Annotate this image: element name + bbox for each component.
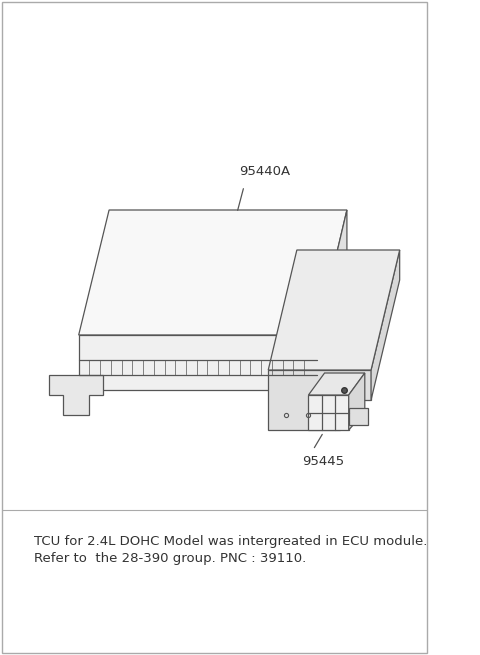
Text: Refer to  the 28-390 group. PNC : 39110.: Refer to the 28-390 group. PNC : 39110. bbox=[34, 552, 306, 565]
Text: TCU for 2.4L DOHC Model was intergreated in ECU module.: TCU for 2.4L DOHC Model was intergreated… bbox=[34, 535, 427, 548]
Text: 95445: 95445 bbox=[302, 455, 344, 468]
Polygon shape bbox=[309, 373, 365, 395]
Polygon shape bbox=[268, 250, 400, 370]
Polygon shape bbox=[49, 375, 103, 415]
Polygon shape bbox=[79, 335, 317, 390]
Polygon shape bbox=[79, 210, 347, 335]
Polygon shape bbox=[309, 395, 348, 430]
Polygon shape bbox=[348, 373, 365, 430]
Polygon shape bbox=[371, 250, 400, 400]
Polygon shape bbox=[317, 210, 347, 390]
Text: 95440A: 95440A bbox=[240, 165, 291, 178]
Polygon shape bbox=[268, 370, 371, 430]
Polygon shape bbox=[348, 408, 368, 425]
